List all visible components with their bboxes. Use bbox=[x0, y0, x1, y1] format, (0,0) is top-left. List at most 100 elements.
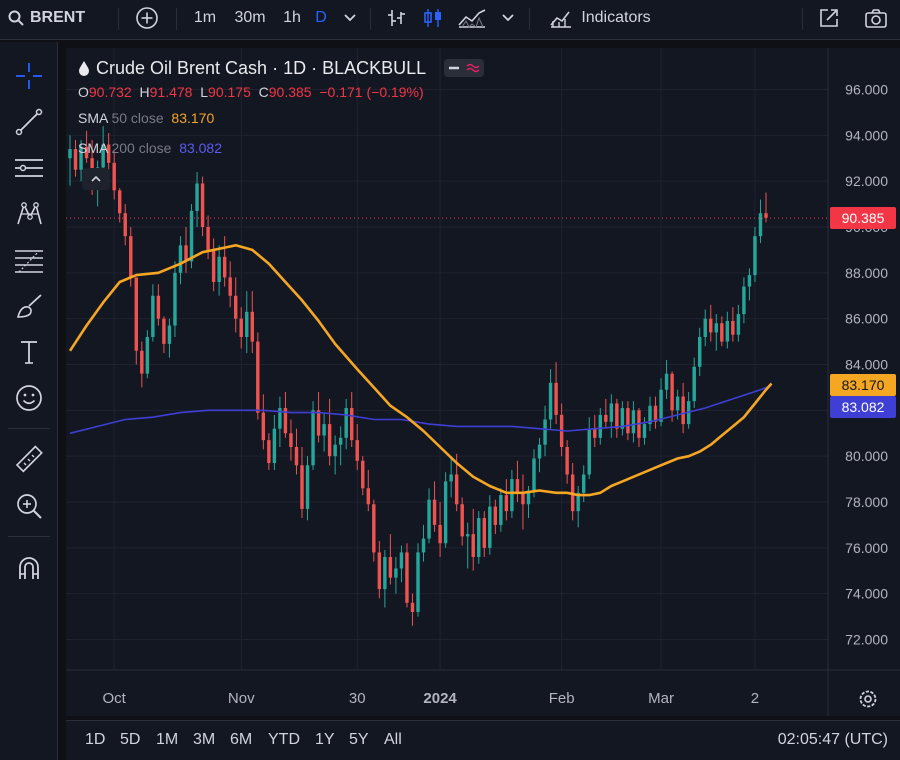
indicators-button[interactable]: Indicators bbox=[540, 0, 660, 36]
horizontal-lines-tool[interactable] bbox=[11, 150, 47, 186]
chart-style-dropdown[interactable] bbox=[496, 0, 520, 36]
sma50-price-badge: 83.170 bbox=[830, 374, 896, 396]
candle-down bbox=[350, 408, 354, 441]
brush-tool[interactable] bbox=[11, 288, 47, 324]
interval-1m[interactable]: 1m bbox=[193, 9, 217, 26]
candle-down bbox=[720, 323, 724, 342]
zoom-in-icon bbox=[17, 494, 42, 519]
candle-up bbox=[736, 314, 741, 335]
magnet-icon bbox=[19, 557, 39, 579]
candle-down bbox=[521, 492, 525, 505]
compare-symbol-button[interactable] bbox=[131, 0, 163, 36]
magnet-tool[interactable] bbox=[11, 550, 47, 586]
clock: 02:05:47 (UTC) bbox=[777, 731, 888, 748]
candle-down bbox=[593, 428, 597, 438]
candle-up bbox=[416, 552, 420, 612]
candle-up bbox=[488, 506, 492, 548]
pattern-icon bbox=[17, 202, 42, 225]
candle-down bbox=[388, 557, 393, 578]
candle-up bbox=[394, 568, 398, 578]
candle-down bbox=[515, 479, 520, 493]
candle-down bbox=[222, 256, 227, 278]
candle-up bbox=[510, 479, 514, 512]
candle-down bbox=[366, 488, 370, 505]
sma200-value: 83.082 bbox=[179, 140, 223, 156]
toolbar-divider bbox=[8, 428, 50, 429]
sma50-legend[interactable]: SMA 50 close 83.170 bbox=[78, 110, 484, 130]
candle-down bbox=[361, 460, 365, 489]
candle-up bbox=[333, 444, 337, 457]
candle-down bbox=[261, 412, 266, 441]
candle-up bbox=[68, 149, 72, 159]
candle-up bbox=[477, 518, 481, 557]
ruler-icon bbox=[15, 445, 43, 473]
chart-legend: Crude Oil Brent Cash · 1D · BLACKBULL O9… bbox=[78, 56, 485, 160]
range-all[interactable]: All bbox=[384, 731, 402, 748]
brush-icon bbox=[16, 294, 42, 318]
price-chart[interactable]: 96.00094.00092.00090.00088.00086.00084.0… bbox=[66, 48, 900, 716]
y-axis-tick-label: 84.000 bbox=[845, 357, 888, 373]
trend-line-tool[interactable] bbox=[11, 104, 47, 140]
range-5y[interactable]: 5Y bbox=[349, 731, 369, 748]
candle-down bbox=[377, 552, 382, 590]
candle-up bbox=[548, 382, 553, 420]
y-axis-tick-label: 86.000 bbox=[845, 311, 888, 327]
bottom-toolbar: 1D 5D 1M 3M 6M YTD 1Y 5Y All 02:05:47 (U… bbox=[66, 720, 900, 760]
candle-up bbox=[620, 408, 625, 429]
candle-up bbox=[725, 320, 730, 342]
plus-circle-icon bbox=[136, 7, 158, 29]
toolbar-divider bbox=[529, 8, 530, 30]
crosshair-icon bbox=[16, 63, 42, 89]
text-tool[interactable] bbox=[11, 334, 47, 370]
symbol-search[interactable]: BRENT bbox=[8, 0, 100, 36]
candle-down bbox=[289, 433, 293, 447]
candle-up bbox=[576, 492, 580, 512]
interval-d[interactable]: D bbox=[315, 9, 327, 26]
range-1d[interactable]: 1D bbox=[85, 731, 106, 748]
candle-up bbox=[151, 295, 155, 337]
fib-tool[interactable] bbox=[11, 242, 47, 278]
candle-up bbox=[178, 245, 183, 273]
range-6m[interactable]: 6M bbox=[230, 731, 253, 748]
range-1m[interactable]: 1M bbox=[156, 731, 179, 748]
candle-up bbox=[526, 490, 531, 505]
interval-dropdown[interactable] bbox=[338, 0, 362, 36]
candle-down bbox=[565, 447, 569, 475]
candle-down bbox=[731, 320, 735, 335]
series-visibility-pill[interactable] bbox=[444, 59, 485, 77]
sma200-legend[interactable]: SMA 200 close 83.082 bbox=[78, 140, 484, 160]
wave-icon bbox=[466, 63, 480, 73]
zoom-in-tool[interactable] bbox=[11, 488, 47, 524]
interval-1h[interactable]: 1h bbox=[283, 9, 301, 26]
bar-style-button[interactable] bbox=[382, 0, 412, 36]
crosshair-tool[interactable] bbox=[11, 58, 47, 94]
candle-style-button[interactable] bbox=[418, 0, 448, 36]
candle-up bbox=[582, 474, 586, 493]
candle-up bbox=[167, 325, 172, 344]
candle-up bbox=[305, 465, 310, 509]
candle-up bbox=[698, 337, 702, 367]
range-5d[interactable]: 5D bbox=[120, 731, 141, 748]
axis-settings-icon[interactable] bbox=[859, 690, 877, 708]
x-axis-tick-label: 2 bbox=[751, 690, 759, 707]
pattern-tool[interactable] bbox=[11, 196, 47, 232]
candle-down bbox=[294, 447, 299, 466]
range-3m[interactable]: 3M bbox=[193, 731, 216, 748]
candle-down bbox=[460, 504, 464, 537]
interval-30m[interactable]: 30m bbox=[234, 9, 266, 26]
high-label: H bbox=[139, 84, 150, 100]
toolbar-divider bbox=[176, 8, 177, 30]
candle-down bbox=[438, 524, 442, 544]
candle-up bbox=[758, 213, 763, 237]
emoji-tool[interactable] bbox=[11, 380, 47, 416]
range-1y[interactable]: 1Y bbox=[315, 731, 335, 748]
screenshot-button[interactable] bbox=[860, 0, 892, 36]
range-ytd[interactable]: YTD bbox=[268, 731, 300, 748]
ruler-tool[interactable] bbox=[11, 442, 47, 478]
fullscreen-button[interactable] bbox=[814, 0, 844, 36]
collapse-legend-button[interactable] bbox=[82, 168, 110, 190]
low-value: 90.175 bbox=[208, 84, 251, 100]
area-style-button[interactable] bbox=[454, 0, 490, 36]
candle-down bbox=[123, 213, 127, 237]
candlestick-chart[interactable]: 96.00094.00092.00090.00088.00086.00084.0… bbox=[66, 48, 900, 716]
